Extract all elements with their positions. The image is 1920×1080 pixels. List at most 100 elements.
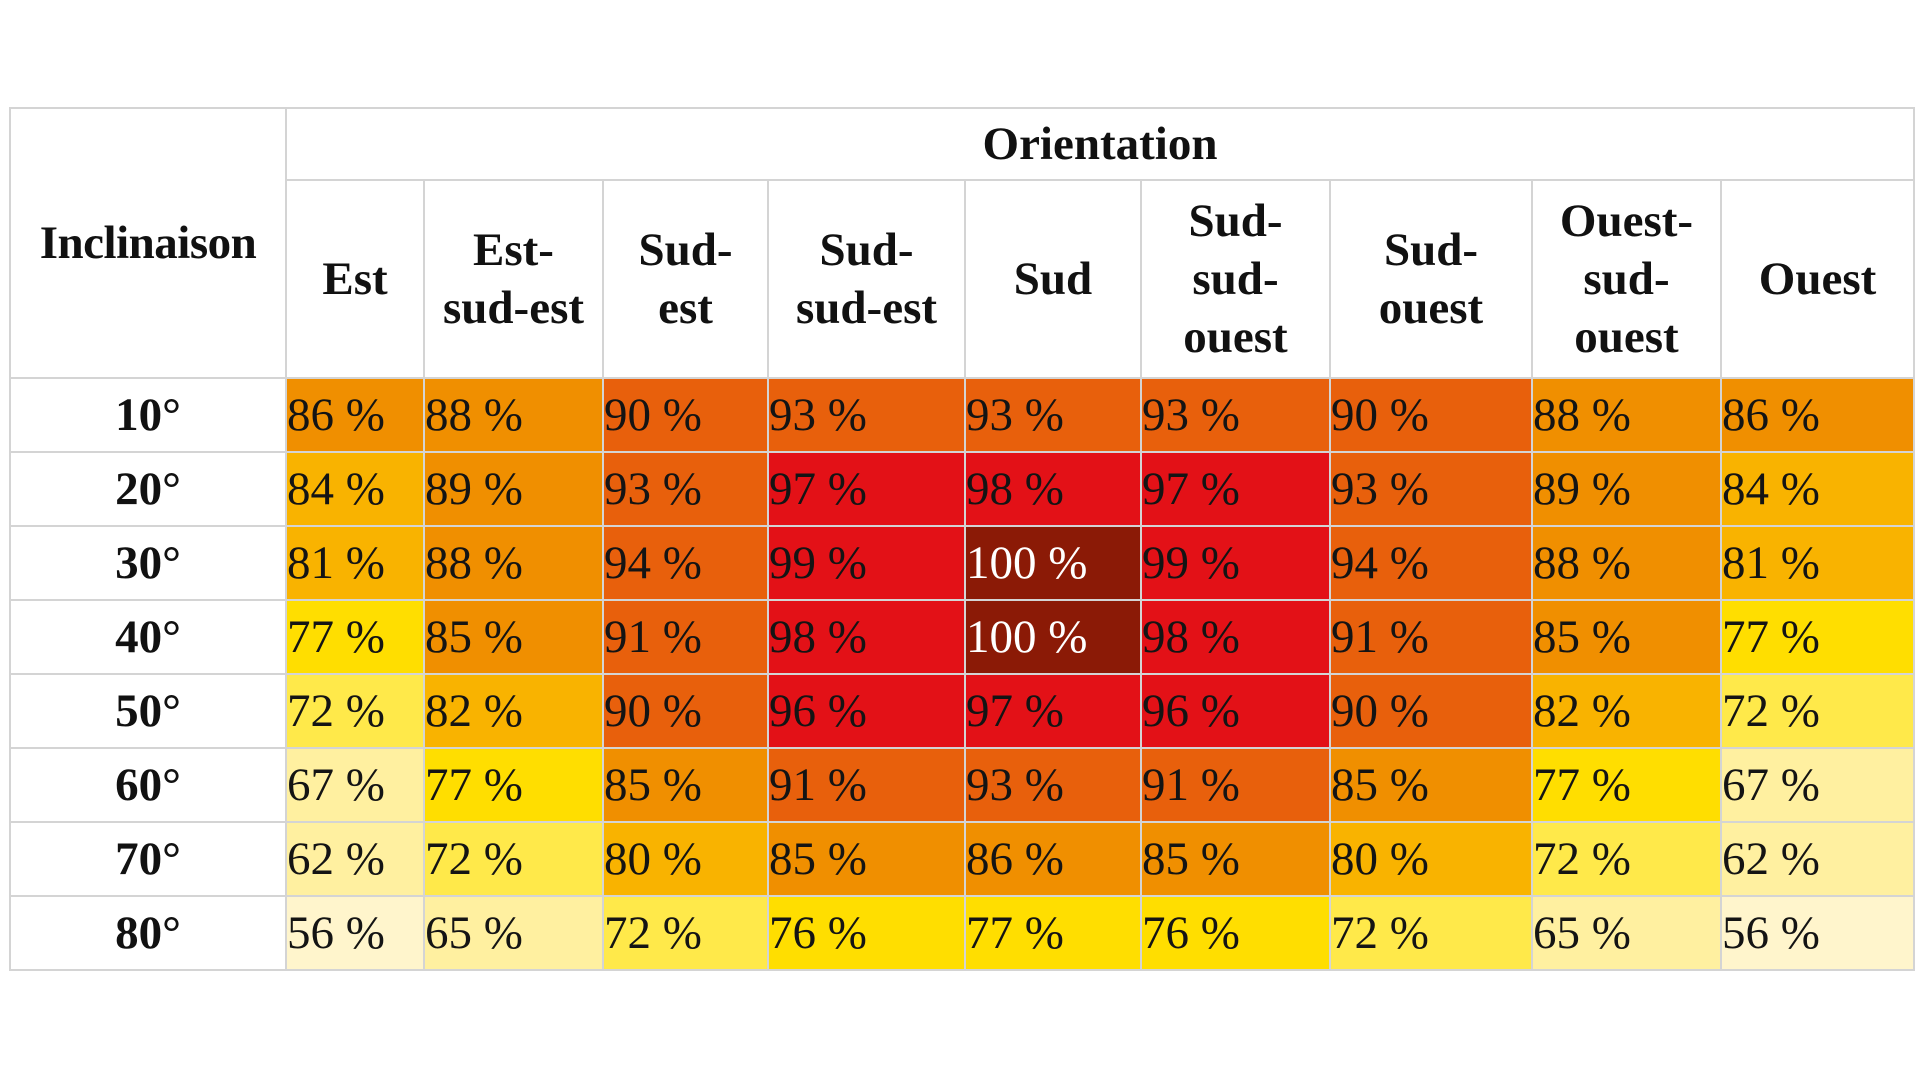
heatmap-cell: 72 % (602, 895, 769, 971)
heatmap-cell: 85 % (1329, 747, 1533, 823)
heatmap-cell: 97 % (1140, 451, 1331, 527)
heatmap-cell: 93 % (964, 377, 1142, 453)
table-row: 80° 56 % 65 % 72 % 76 % 77 % 76 % 72 % 65 % 56 % (9, 895, 1916, 971)
heatmap-cell: 82 % (1531, 673, 1722, 749)
column-header-row: Est Est-sud-est Sud-est Sud-sud-est Sud Sud-s… (10, 179, 1916, 379)
heatmap-cell: 89 % (423, 451, 604, 527)
heatmap-cell: 90 % (1329, 377, 1533, 453)
table-row: 10° 86 % 88 % 90 % 93 % 93 % 93 % 90 % 88 % 86 % (9, 377, 1916, 453)
heatmap-cell: 77 % (964, 895, 1142, 971)
heatmap-cell: 85 % (1140, 821, 1331, 897)
heatmap-cell: 93 % (767, 377, 966, 453)
heatmap-cell: 91 % (1140, 747, 1331, 823)
heatmap-cell: 90 % (602, 673, 769, 749)
table-row: 70° 62 % 72 % 80 % 85 % 86 % 85 % 80 % 72 % 62 % (9, 821, 1916, 897)
table-row: 60° 67 % 77 % 85 % 91 % 93 % 91 % 85 % 77 % 67 % (9, 747, 1916, 823)
heatmap-cell: 84 % (285, 451, 425, 527)
column-header-ouest-sud-ouest: Ouest-sud-ouest (1531, 179, 1722, 379)
row-header-inclinaison: 30° (9, 525, 287, 601)
heatmap-cell: 91 % (602, 599, 769, 675)
heatmap-cell: 72 % (1329, 895, 1533, 971)
heatmap-cell: 94 % (602, 525, 769, 601)
heatmap-cell: 88 % (1531, 377, 1722, 453)
heatmap-cell: 93 % (964, 747, 1142, 823)
heatmap-cell: 97 % (767, 451, 966, 527)
heatmap-cell: 82 % (423, 673, 604, 749)
heatmap-cell: 65 % (423, 895, 604, 971)
table-row: 30° 81 % 88 % 94 % 99 % 100 % 99 % 94 % 88 % 81 % (9, 525, 1916, 601)
orientation-group-header: Orientation (284, 107, 1916, 181)
column-header-sud-sud-ouest: Sud-sud-ouest (1140, 179, 1331, 379)
table-row: 40° 77 % 85 % 91 % 98 % 100 % 98 % 91 % 85 % 77 % (9, 599, 1916, 675)
heatmap-cell: 77 % (1719, 599, 1916, 675)
heatmap-cell: 80 % (602, 821, 769, 897)
heatmap-cell: 100 % (964, 525, 1142, 601)
table-body: 10° 86 % 88 % 90 % 93 % 93 % 93 % 90 % 88 % 86 % 2… (9, 377, 1916, 971)
heatmap-cell: 65 % (1531, 895, 1722, 971)
heatmap-cell: 86 % (285, 377, 425, 453)
column-header-sud-sud-est: Sud-sud-est (767, 179, 966, 379)
heatmap-cell: 84 % (1719, 451, 1916, 527)
heatmap-cell: 86 % (1719, 377, 1916, 453)
heatmap-cell: 85 % (602, 747, 769, 823)
heatmap-cell: 81 % (1719, 525, 1916, 601)
row-header-inclinaison: 60° (9, 747, 287, 823)
heatmap-cell: 81 % (285, 525, 425, 601)
heatmap-cell: 72 % (1719, 673, 1916, 749)
column-header-est-sud-est: Est-sud-est (423, 179, 604, 379)
heatmap-table: Inclinaison Orientation Est Est-sud-est Su… (9, 107, 1916, 971)
table-row: 50° 72 % 82 % 90 % 96 % 97 % 96 % 90 % 82 % 72 % (9, 673, 1916, 749)
column-header-sud: Sud (964, 179, 1142, 379)
heatmap-cell: 88 % (423, 377, 604, 453)
row-header-inclinaison: 40° (9, 599, 287, 675)
heatmap-cell: 91 % (1329, 599, 1533, 675)
row-header-inclinaison: 50° (9, 673, 287, 749)
heatmap-cell: 80 % (1329, 821, 1533, 897)
heatmap-cell: 89 % (1531, 451, 1722, 527)
heatmap-cell: 56 % (285, 895, 425, 971)
heatmap-cell: 62 % (1719, 821, 1916, 897)
heatmap-cell: 98 % (1140, 599, 1331, 675)
heatmap-cell: 72 % (285, 673, 425, 749)
row-header-inclinaison: 70° (9, 821, 287, 897)
row-header-inclinaison: 10° (9, 377, 287, 453)
heatmap-cell: 96 % (767, 673, 966, 749)
heatmap-cell: 93 % (602, 451, 769, 527)
heatmap-cell: 76 % (1140, 895, 1331, 971)
heatmap-cell: 85 % (1531, 599, 1722, 675)
heatmap-cell: 93 % (1329, 451, 1533, 527)
heatmap-cell: 77 % (285, 599, 425, 675)
heatmap-cell: 90 % (602, 377, 769, 453)
table-row: 20° 84 % 89 % 93 % 97 % 98 % 97 % 93 % 89 % 84 % (9, 451, 1916, 527)
corner-header-inclinaison: Inclinaison (9, 107, 287, 379)
heatmap-cell: 99 % (767, 525, 966, 601)
row-header-inclinaison: 20° (9, 451, 287, 527)
heatmap-cell: 72 % (423, 821, 604, 897)
column-header-ouest: Ouest (1719, 179, 1916, 379)
heatmap-cell: 97 % (964, 673, 1142, 749)
heatmap-cell: 72 % (1531, 821, 1722, 897)
heatmap-cell: 94 % (1329, 525, 1533, 601)
heatmap-cell: 96 % (1140, 673, 1331, 749)
heatmap-cell: 62 % (285, 821, 425, 897)
heatmap-cell: 77 % (1531, 747, 1722, 823)
heatmap-cell: 67 % (285, 747, 425, 823)
heatmap-cell: 93 % (1140, 377, 1331, 453)
heatmap-cell: 86 % (964, 821, 1142, 897)
heatmap-cell: 98 % (964, 451, 1142, 527)
column-header-sud-ouest: Sud-ouest (1329, 179, 1533, 379)
heatmap-cell: 85 % (423, 599, 604, 675)
column-header-sud-est: Sud-est (602, 179, 769, 379)
heatmap-cell: 67 % (1719, 747, 1916, 823)
heatmap-cell: 99 % (1140, 525, 1331, 601)
heatmap-cell: 100 % (964, 599, 1142, 675)
heatmap-cell: 77 % (423, 747, 604, 823)
heatmap-cell: 76 % (767, 895, 966, 971)
row-header-inclinaison: 80° (9, 895, 287, 971)
heatmap-cell: 90 % (1329, 673, 1533, 749)
column-header-est: Est (285, 179, 425, 379)
heatmap-cell: 88 % (1531, 525, 1722, 601)
heatmap-cell: 56 % (1719, 895, 1916, 971)
heatmap-cell: 85 % (767, 821, 966, 897)
heatmap-cell: 91 % (767, 747, 966, 823)
